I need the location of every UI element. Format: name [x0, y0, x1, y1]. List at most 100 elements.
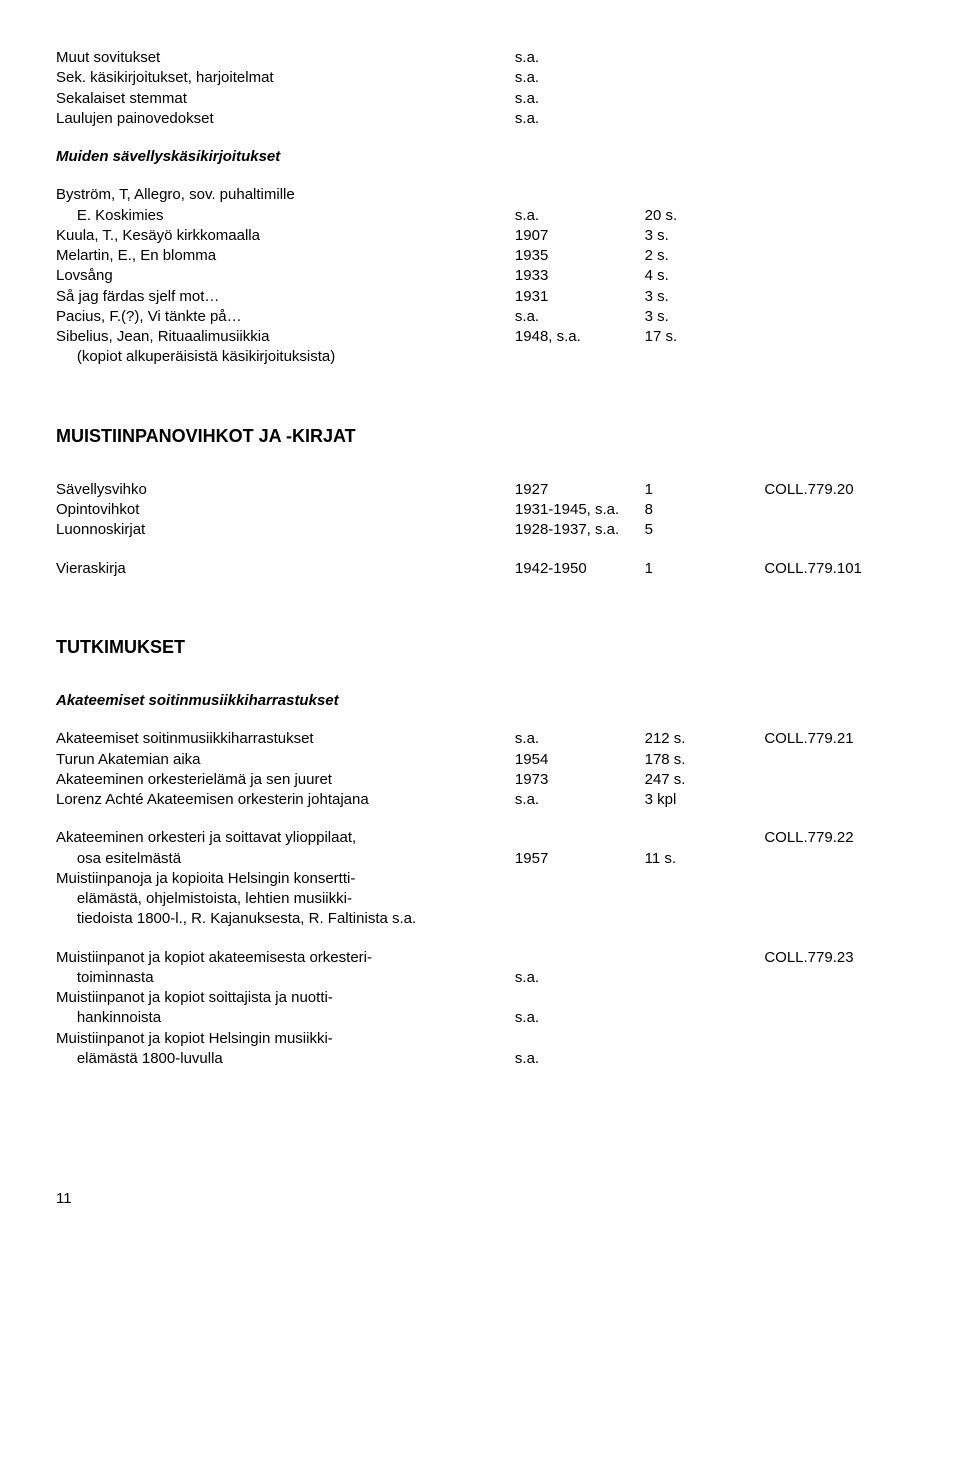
- table-row: Turun Akatemian aika 1954 178 s.: [56, 750, 904, 770]
- cell-label: Kuula, T., Kesäyö kirkkomaalla: [56, 226, 515, 246]
- cell-pages: [645, 68, 765, 88]
- table-row: Muistiinpanot ja kopiot Helsingin musiik…: [56, 1029, 904, 1049]
- section-academic-music: Akateemiset soitinmusiikkiharrastukset s…: [56, 729, 904, 1069]
- cell-label: Muistiinpanoja ja kopioita Helsingin kon…: [56, 869, 515, 889]
- cell-pages: 212 s.: [645, 729, 765, 749]
- cell-coll: [764, 968, 904, 988]
- cell-date: 1935: [515, 246, 645, 266]
- table-row: Sävellysvihko 1927 1 COLL.779.20: [56, 480, 904, 500]
- cell-coll: [764, 790, 904, 810]
- cell-date: 1948, s.a.: [515, 327, 645, 347]
- cell-pages: [645, 347, 765, 367]
- cell-label: elämästä 1800-luvulla: [56, 1049, 515, 1069]
- cell-coll: COLL.779.20: [764, 480, 904, 500]
- table-row: Pacius, F.(?), Vi tänkte på… s.a. 3 s.: [56, 307, 904, 327]
- cell-pages: [645, 988, 765, 1008]
- cell-date: s.a.: [515, 48, 645, 68]
- cell-label: elämästä, ohjelmistoista, lehtien musiik…: [56, 889, 515, 909]
- cell-date: [515, 1029, 645, 1049]
- cell-pages: 11 s.: [645, 849, 765, 869]
- cell-coll: [764, 206, 904, 226]
- subheading-others-manuscripts: Muiden sävellyskäsikirjoitukset: [56, 147, 904, 167]
- cell-coll: [764, 185, 904, 205]
- table-row: Muistiinpanot ja kopiot akateemisesta or…: [56, 948, 904, 968]
- cell-coll: [764, 246, 904, 266]
- cell-pages: 2 s.: [645, 246, 765, 266]
- cell-label: osa esitelmästä: [56, 849, 515, 869]
- cell-pages: 1: [645, 559, 765, 579]
- cell-label: tiedoista 1800-l., R. Kajanuksesta, R. F…: [56, 909, 515, 929]
- cell-label: Luonnoskirjat: [56, 520, 515, 540]
- cell-coll: COLL.779.22: [764, 828, 904, 848]
- cell-coll: [764, 909, 904, 929]
- cell-coll: [764, 1029, 904, 1049]
- table-row: Så jag färdas sjelf mot… 1931 3 s.: [56, 287, 904, 307]
- cell-coll: [764, 520, 904, 540]
- page-number: 11: [56, 1189, 904, 1209]
- cell-coll: COLL.779.23: [764, 948, 904, 968]
- cell-date: s.a.: [515, 1008, 645, 1028]
- cell-label: Akateeminen orkesterielämä ja sen juuret: [56, 770, 515, 790]
- cell-pages: 3 s.: [645, 307, 765, 327]
- cell-date: 1954: [515, 750, 645, 770]
- table-row: Akateemiset soitinmusiikkiharrastukset s…: [56, 729, 904, 749]
- cell-pages: 1: [645, 480, 765, 500]
- cell-date: [515, 909, 645, 929]
- table-row: elämästä 1800-luvulla s.a.: [56, 1049, 904, 1069]
- cell-coll: [764, 849, 904, 869]
- cell-date: s.a.: [515, 1049, 645, 1069]
- cell-pages: 3 s.: [645, 226, 765, 246]
- cell-coll: [764, 226, 904, 246]
- table-row: Akateeminen orkesteri ja soittavat yliop…: [56, 828, 904, 848]
- cell-label: Så jag färdas sjelf mot…: [56, 287, 515, 307]
- cell-date: 1957: [515, 849, 645, 869]
- cell-date: s.a.: [515, 307, 645, 327]
- cell-pages: [645, 1029, 765, 1049]
- cell-date: [515, 988, 645, 1008]
- cell-date: s.a.: [515, 206, 645, 226]
- cell-label: Melartin, E., En blomma: [56, 246, 515, 266]
- cell-pages: [645, 948, 765, 968]
- cell-coll: [764, 48, 904, 68]
- cell-coll: [764, 750, 904, 770]
- cell-label: E. Koskimies: [56, 206, 515, 226]
- cell-pages: 178 s.: [645, 750, 765, 770]
- cell-label: Sekalaiset stemmat: [56, 89, 515, 109]
- cell-date: 1942-1950: [515, 559, 645, 579]
- cell-pages: [645, 909, 765, 929]
- cell-label: Sibelius, Jean, Rituaalimusiikkia: [56, 327, 515, 347]
- cell-coll: [764, 1049, 904, 1069]
- cell-label: toiminnasta: [56, 968, 515, 988]
- cell-label: Muistiinpanot ja kopiot soittajista ja n…: [56, 988, 515, 1008]
- cell-label: Sävellysvihko: [56, 480, 515, 500]
- table-row: E. Koskimies s.a. 20 s.: [56, 206, 904, 226]
- cell-pages: 247 s.: [645, 770, 765, 790]
- table-row: Akateeminen orkesterielämä ja sen juuret…: [56, 770, 904, 790]
- cell-pages: [645, 1008, 765, 1028]
- cell-coll: [764, 89, 904, 109]
- cell-date: s.a.: [515, 729, 645, 749]
- table-row: Opintovihkot 1931-1945, s.a. 8: [56, 500, 904, 520]
- cell-pages: 4 s.: [645, 266, 765, 286]
- cell-pages: 8: [645, 500, 765, 520]
- cell-date: 1928-1937, s.a.: [515, 520, 645, 540]
- cell-coll: [764, 988, 904, 1008]
- cell-label: Muistiinpanot ja kopiot Helsingin musiik…: [56, 1029, 515, 1049]
- cell-date: 1927: [515, 480, 645, 500]
- cell-date: s.a.: [515, 109, 645, 129]
- cell-coll: COLL.779.21: [764, 729, 904, 749]
- cell-coll: [764, 869, 904, 889]
- table-row: Lorenz Achté Akateemisen orkesterin joht…: [56, 790, 904, 810]
- cell-pages: [645, 185, 765, 205]
- table-row: Byström, T, Allegro, sov. puhaltimille: [56, 185, 904, 205]
- cell-label: Laulujen painovedokset: [56, 109, 515, 129]
- cell-label: (kopiot alkuperäisistä käsikirjoituksist…: [56, 347, 515, 367]
- cell-label: Sek. käsikirjoitukset, harjoitelmat: [56, 68, 515, 88]
- cell-coll: [764, 266, 904, 286]
- cell-coll: [764, 68, 904, 88]
- cell-label: Lovsång: [56, 266, 515, 286]
- table-row: Muistiinpanot ja kopiot soittajista ja n…: [56, 988, 904, 1008]
- cell-coll: [764, 347, 904, 367]
- table-row: toiminnasta s.a.: [56, 968, 904, 988]
- heading-research: TUTKIMUKSET: [56, 635, 904, 659]
